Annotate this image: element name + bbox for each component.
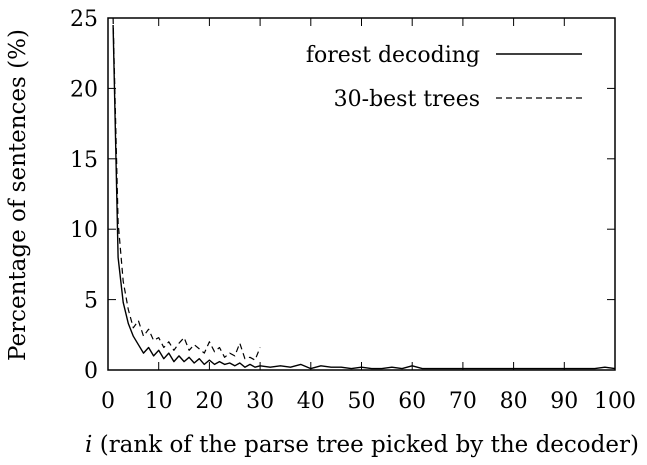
- y-axis-label: Percentage of sentences (%): [5, 29, 31, 361]
- y-tick-label: 0: [84, 359, 98, 384]
- y-tick-label: 25: [70, 7, 98, 32]
- y-tick-label: 10: [70, 218, 98, 243]
- legend-label-30-best-trees: 30-best trees: [334, 87, 480, 112]
- x-tick-label: 100: [594, 389, 636, 414]
- series-layer: [112, 17, 616, 370]
- series-line-forest-decoding: [112, 24, 616, 370]
- ticks-layer: 0 10 20 30 40 50 60 70 80 90 100 0 5 10 15 20 25: [70, 7, 636, 414]
- series-line-30-best-trees: [112, 17, 261, 361]
- x-tick-label: 20: [195, 389, 223, 414]
- x-axis-label-text: (rank of the parse tree picked by the de…: [92, 432, 639, 458]
- y-tick-label: 15: [70, 148, 98, 173]
- x-axis-label: i (rank of the parse tree picked by the …: [85, 432, 639, 458]
- x-tick-label: 50: [348, 389, 376, 414]
- plot-frame: [107, 17, 616, 371]
- x-axis-label-variable: i: [85, 432, 92, 458]
- x-tick-label: 70: [449, 389, 477, 414]
- x-tick-label: 90: [550, 389, 578, 414]
- x-tick-label: 80: [500, 389, 528, 414]
- x-tick-label: 0: [101, 389, 115, 414]
- y-tick-label: 5: [84, 289, 98, 314]
- x-tick-label: 10: [145, 389, 173, 414]
- x-tick-label: 60: [398, 389, 426, 414]
- x-tick-label: 40: [297, 389, 325, 414]
- y-tick-label: 20: [70, 77, 98, 102]
- legend: forest decoding 30-best trees: [306, 43, 582, 112]
- x-tick-label: 30: [246, 389, 274, 414]
- legend-label-forest-decoding: forest decoding: [306, 43, 480, 68]
